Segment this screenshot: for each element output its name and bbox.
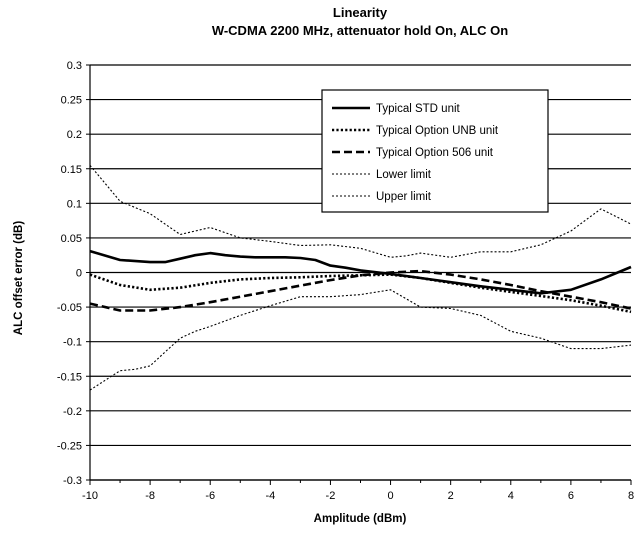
y-tick-label: -0.3 bbox=[63, 475, 82, 487]
y-tick-label: 0.3 bbox=[67, 60, 82, 72]
series-line-lower-limit bbox=[89, 289, 632, 391]
tick-labels: 0.3 0.25 0.2 0.15 0.1 0.05 0 -0.05 -0.1 -0.15 -0.2… bbox=[57, 60, 634, 502]
y-tick-label: 0.25 bbox=[61, 95, 82, 107]
y-tick-label: 0.15 bbox=[61, 164, 82, 176]
chart-title: Linearity bbox=[333, 5, 388, 20]
legend-label: Upper limit bbox=[376, 191, 432, 203]
x-tick-label: -10 bbox=[82, 490, 98, 502]
series-line-typical-option-506-unit bbox=[89, 269, 632, 312]
y-tick-label: -0.05 bbox=[57, 302, 82, 314]
x-axis-label: Amplitude (dBm) bbox=[314, 513, 407, 525]
legend-label: Typical Option 506 unit bbox=[376, 147, 494, 159]
y-axis-label: ALC offset error (dB) bbox=[13, 221, 25, 336]
legend-label: Lower limit bbox=[376, 169, 432, 181]
x-tick-label: -6 bbox=[205, 490, 215, 502]
series-line-typical-std-unit bbox=[89, 249, 632, 295]
axes bbox=[86, 64, 632, 485]
x-tick-label: 8 bbox=[628, 490, 634, 502]
y-tick-label: 0.1 bbox=[67, 198, 82, 210]
x-tick-label: 6 bbox=[568, 490, 574, 502]
y-tick-label: -0.1 bbox=[63, 337, 82, 349]
y-tick-label: -0.25 bbox=[57, 440, 82, 452]
x-tick-label: 2 bbox=[448, 490, 454, 502]
x-tick-label: 4 bbox=[508, 490, 514, 502]
series-lines bbox=[89, 164, 632, 391]
y-tick-label: -0.2 bbox=[63, 406, 82, 418]
series-line-typical-option-unb-unit bbox=[89, 273, 632, 314]
legend-label: Typical Option UNB unit bbox=[376, 125, 499, 137]
y-tick-label: 0.05 bbox=[61, 233, 82, 245]
y-tick-label: 0.2 bbox=[67, 129, 82, 141]
x-tick-label: 0 bbox=[387, 490, 393, 502]
series-line-upper-limit bbox=[89, 164, 632, 258]
legend: Typical STD unit Typical Option UNB unit T… bbox=[321, 89, 549, 213]
x-tick-label: -8 bbox=[145, 490, 155, 502]
x-tick-label: -4 bbox=[265, 490, 275, 502]
y-tick-label: 0 bbox=[76, 268, 82, 280]
y-tick-label: -0.15 bbox=[57, 371, 82, 383]
chart-subtitle: W-CDMA 2200 MHz, attenuator hold On, ALC… bbox=[212, 23, 508, 38]
legend-label: Typical STD unit bbox=[376, 103, 461, 115]
x-tick-label: -2 bbox=[326, 490, 336, 502]
